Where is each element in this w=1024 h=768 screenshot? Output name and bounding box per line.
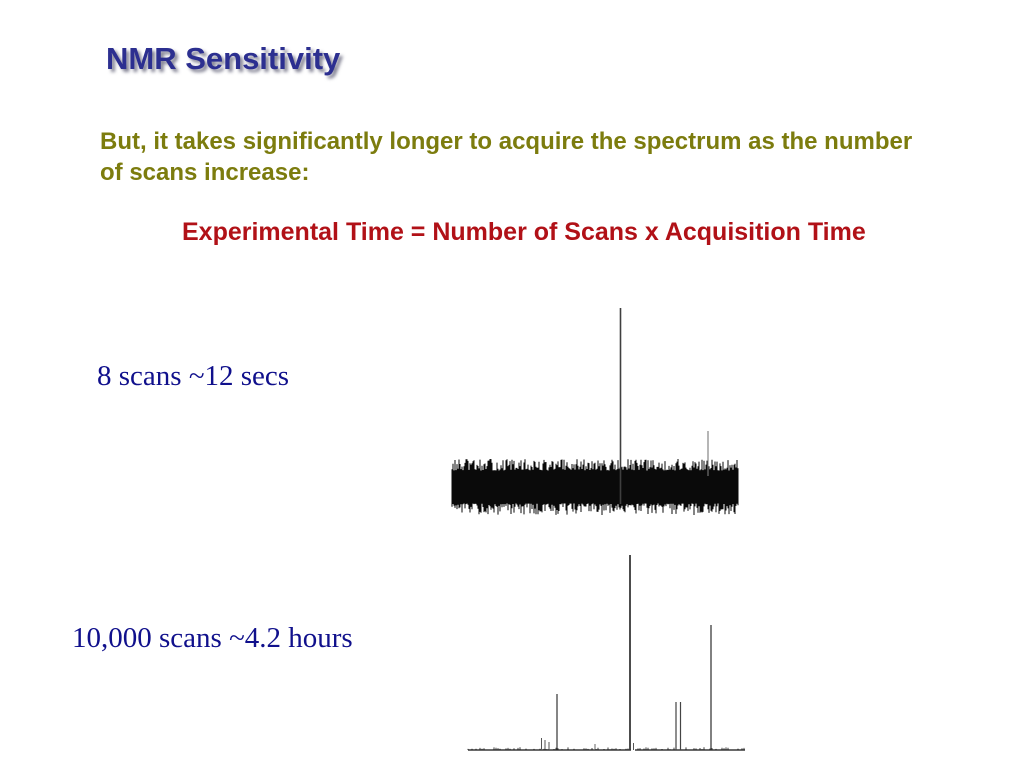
body-text-line1: But, it takes significantly longer to ac… xyxy=(100,128,913,155)
spectrum-1-label: 8 scans ~12 secs xyxy=(97,360,290,392)
spectrum-2-label: 10,000 scans ~4.2 hours xyxy=(72,622,353,654)
spectrum-1-plot xyxy=(451,308,739,515)
body-text: But, it takes significantly longer to ac… xyxy=(100,126,912,188)
body-text-line2: of scans increase: xyxy=(100,159,310,186)
formula-text: Experimental Time = Number of Scans x Ac… xyxy=(182,218,866,246)
spectrum-2-plot xyxy=(467,555,745,751)
slide-title: NMR Sensitivity xyxy=(106,41,341,76)
